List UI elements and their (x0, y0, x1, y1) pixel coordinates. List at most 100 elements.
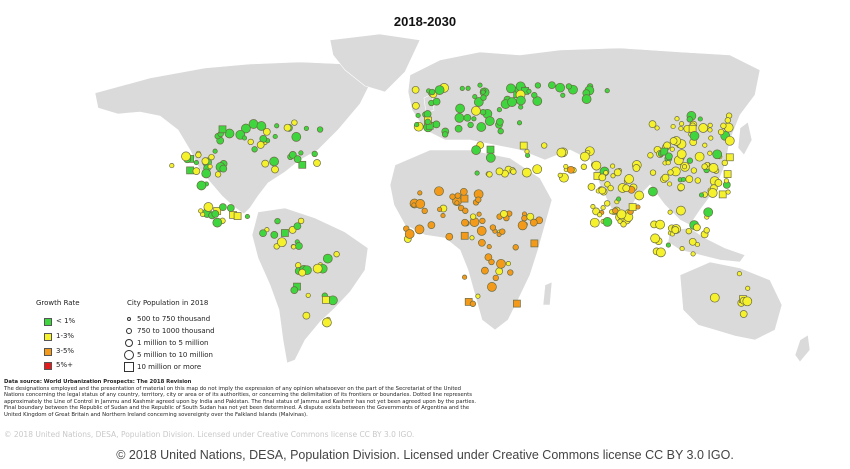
city-marker (685, 175, 694, 183)
city-marker (333, 251, 340, 258)
city-marker (454, 124, 463, 133)
japan (737, 121, 753, 156)
city-marker (686, 157, 694, 164)
city-marker (270, 231, 279, 239)
growth-swatch-3-5 (44, 348, 52, 356)
city-marker (708, 135, 714, 141)
city-marker (203, 202, 214, 212)
city-marker (650, 233, 660, 244)
city-marker (534, 82, 542, 89)
city-marker (328, 295, 338, 306)
size-marker-10m-plus (124, 362, 134, 372)
city-marker (567, 165, 575, 174)
north-america (94, 61, 373, 215)
faint-credit-line: © 2018 United Nations, DESA, Population … (4, 430, 415, 439)
city-marker (291, 244, 297, 250)
city-marker (736, 271, 742, 277)
city-marker (620, 221, 627, 228)
city-marker (208, 153, 215, 161)
city-marker (248, 119, 259, 129)
city-marker (669, 137, 678, 145)
city-marker (432, 97, 441, 106)
city-marker (591, 160, 602, 171)
city-marker (680, 176, 687, 183)
world-map (94, 33, 811, 364)
city-marker (679, 246, 685, 252)
city-marker (697, 116, 703, 122)
city-marker (507, 97, 517, 107)
city-marker (701, 163, 708, 170)
city-marker (241, 123, 251, 134)
city-marker (471, 145, 481, 155)
city-marker (598, 173, 607, 182)
city-marker (604, 88, 610, 94)
city-marker (169, 163, 175, 169)
city-marker (489, 224, 497, 231)
city-marker (290, 286, 299, 294)
city-marker (688, 237, 697, 246)
city-marker (201, 168, 212, 179)
city-marker (476, 211, 482, 217)
city-marker (441, 131, 449, 138)
city-marker (671, 226, 680, 234)
city-marker (302, 311, 311, 320)
city-marker (207, 163, 213, 170)
city-marker (262, 127, 271, 136)
city-marker (677, 183, 685, 191)
city-marker (660, 147, 669, 156)
city-marker (610, 163, 616, 169)
copyright-credit: © 2018 United Nations, DESA, Population … (116, 448, 734, 462)
new-zealand (794, 334, 811, 363)
size-marker-5-10m (124, 350, 134, 360)
city-marker (485, 152, 496, 163)
city-marker (707, 150, 713, 156)
city-marker (471, 105, 481, 116)
city-marker (580, 163, 588, 170)
city-marker (291, 132, 302, 142)
city-marker (316, 126, 324, 133)
city-marker (616, 209, 627, 220)
city-marker (298, 268, 307, 277)
city-marker (233, 212, 242, 220)
map-footnote: Data source: World Urbanization Prospect… (4, 379, 478, 419)
city-marker (587, 183, 596, 191)
city-marker (602, 217, 613, 227)
growth-label-lt1: < 1% (56, 317, 76, 325)
size-label-5-10m: 5 million to 10 million (137, 351, 213, 359)
city-marker (674, 116, 680, 122)
city-marker (272, 133, 278, 140)
city-marker (518, 104, 524, 110)
city-marker (632, 164, 641, 172)
city-marker (496, 107, 502, 113)
city-marker (429, 88, 436, 96)
city-marker (192, 167, 201, 175)
city-marker (437, 206, 443, 212)
city-marker (707, 188, 718, 198)
city-marker (186, 166, 194, 175)
city-marker (665, 242, 671, 248)
city-marker (598, 186, 607, 195)
city-marker (702, 142, 708, 148)
city-marker (495, 267, 504, 276)
city-marker (219, 203, 227, 211)
city-marker (616, 196, 622, 202)
city-marker (214, 171, 222, 178)
city-marker (654, 125, 660, 131)
city-marker (460, 231, 469, 240)
city-marker (613, 168, 622, 177)
city-marker (295, 242, 303, 250)
city-marker (486, 244, 492, 250)
city-marker (723, 170, 732, 178)
size-marker-750-1000k (126, 328, 132, 334)
city-marker (472, 94, 478, 100)
city-marker (281, 229, 289, 237)
city-marker (475, 196, 482, 203)
city-marker (742, 296, 753, 307)
city-marker (667, 169, 674, 176)
size-label-750-1000k: 750 to 1000 thousand (137, 327, 215, 335)
city-marker (196, 180, 207, 191)
city-marker (530, 239, 539, 248)
city-marker (703, 227, 710, 234)
city-marker (411, 202, 417, 208)
city-marker (531, 92, 538, 99)
